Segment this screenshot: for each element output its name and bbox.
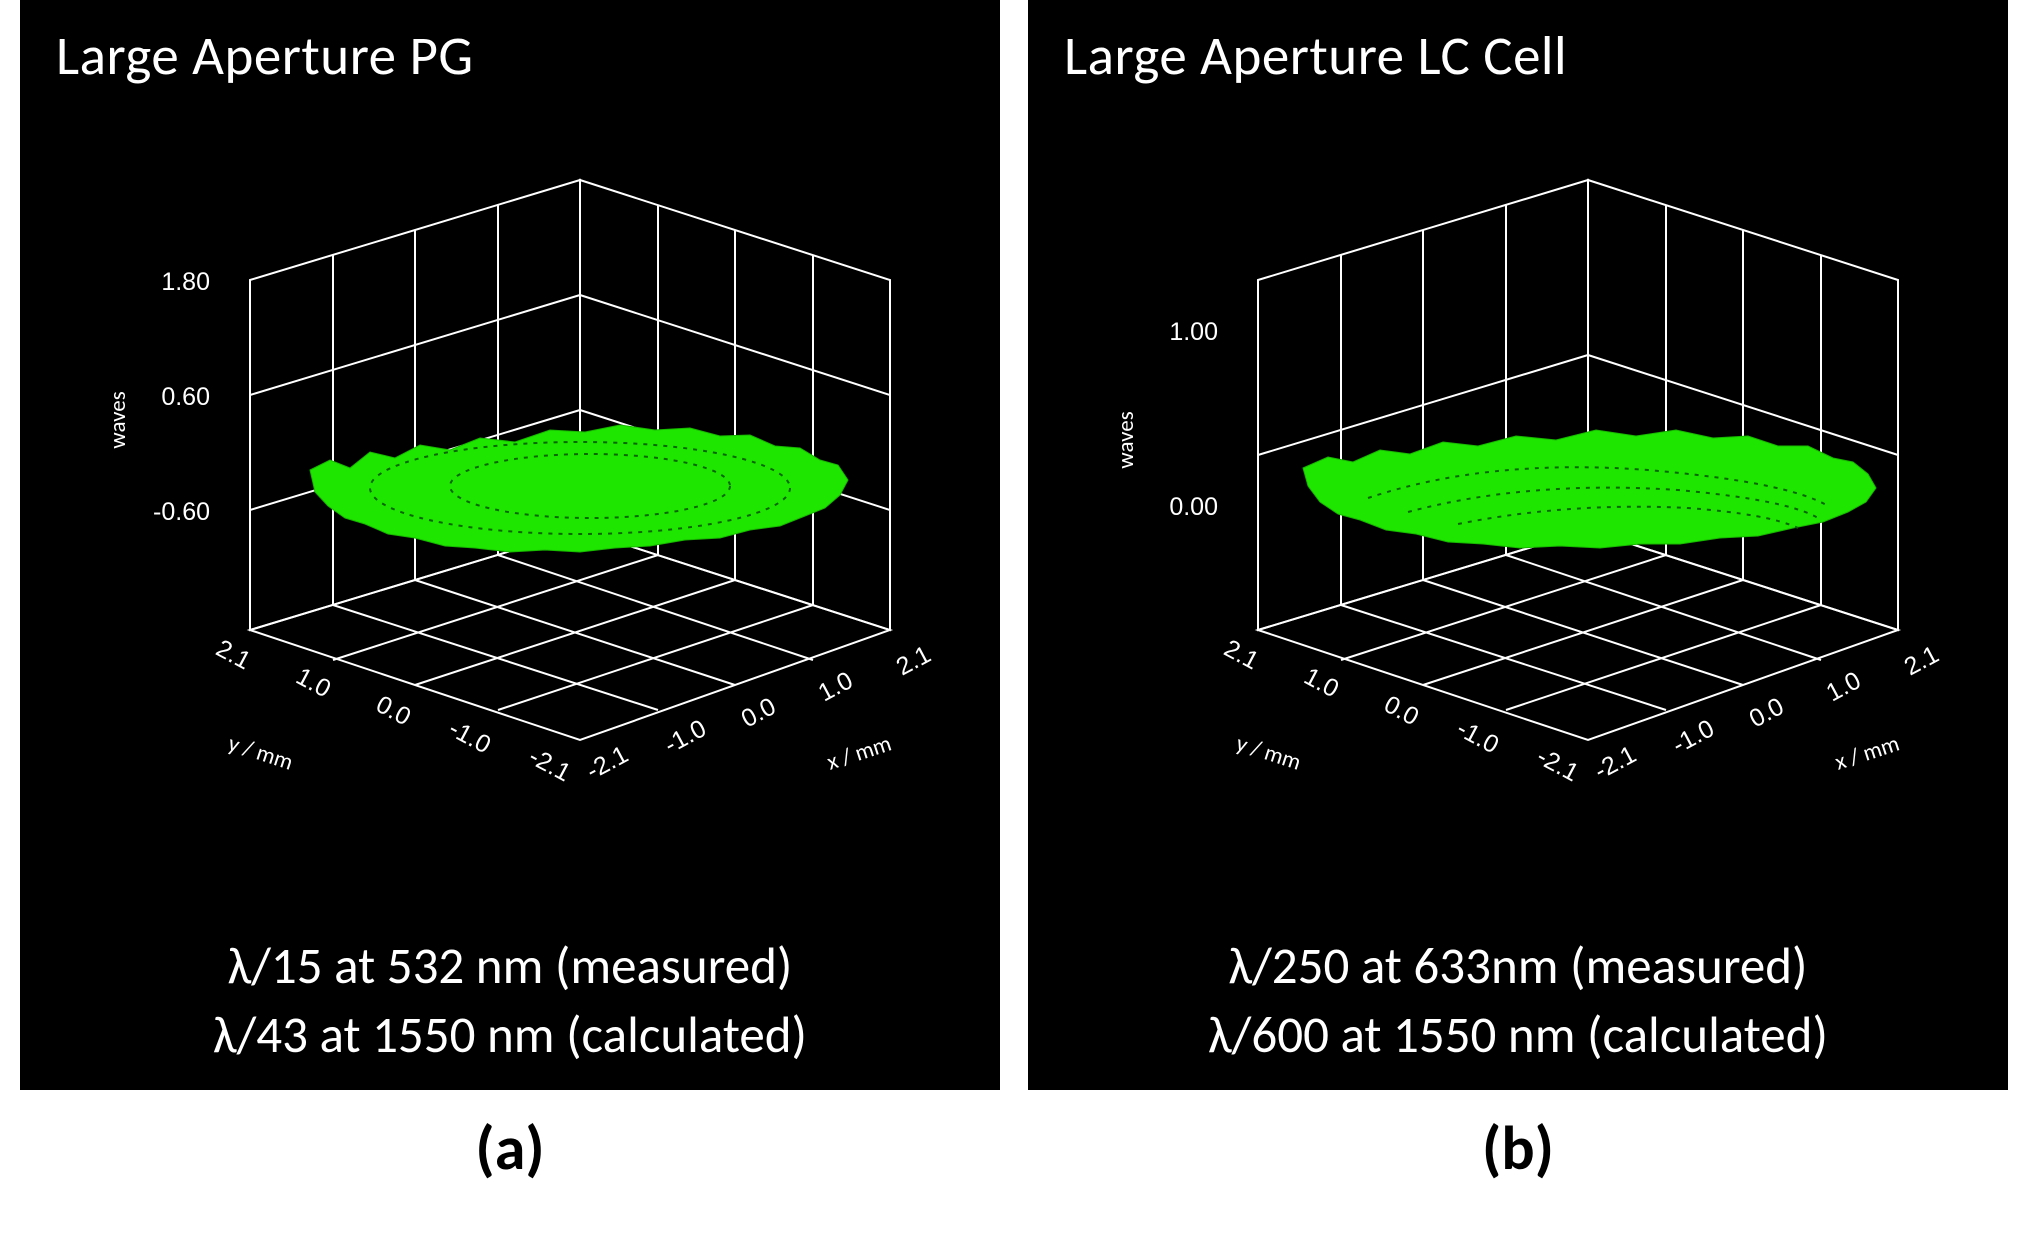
xtick: 0.0 — [1745, 692, 1789, 733]
measured-text: λ/250 at 633nm (measured) — [1028, 932, 2008, 1001]
figure-container: Large Aperture PG — [0, 0, 2028, 1090]
ytick: -1.0 — [444, 714, 495, 759]
ytick: 1.0 — [1299, 662, 1343, 703]
ztick: 0.60 — [161, 383, 210, 411]
calculated-text: λ/600 at 1550 nm (calculated) — [1028, 1001, 2008, 1070]
ytick: 2.1 — [211, 634, 255, 675]
ztick: -0.60 — [153, 498, 210, 526]
measured-text: λ/15 at 532 nm (measured) — [20, 932, 1000, 1001]
z-axis-label: waves — [1112, 411, 1140, 468]
ztick: 1.00 — [1169, 318, 1218, 346]
y-axis-label: y / mm — [1233, 729, 1305, 776]
xtick: 1.0 — [814, 666, 858, 707]
ytick: -1.0 — [1452, 714, 1503, 759]
ytick: 0.0 — [371, 690, 415, 731]
xtick: 2.1 — [892, 640, 936, 681]
xtick: 1.0 — [1822, 666, 1866, 707]
y-axis-label: y / mm — [225, 729, 297, 776]
ytick: -2.1 — [1532, 742, 1583, 787]
panel-a-caption: λ/15 at 532 nm (measured) λ/43 at 1550 n… — [20, 932, 1000, 1070]
panel-b-caption: λ/250 at 633nm (measured) λ/600 at 1550 … — [1028, 932, 2008, 1070]
ytick: -2.1 — [524, 742, 575, 787]
ytick: 2.1 — [1219, 634, 1263, 675]
xtick: 0.0 — [737, 692, 781, 733]
panel-b: Large Aperture LC Cell — [1028, 0, 2008, 1090]
panel-a-plot: 1.80 0.60 -0.60 waves -2.1 -1.0 0.0 1.0 … — [20, 110, 1000, 890]
surface-b — [1303, 430, 1876, 548]
xtick: -2.1 — [582, 740, 633, 785]
ytick: 0.0 — [1379, 690, 1423, 731]
ytick: 1.0 — [291, 662, 335, 703]
panel-a: Large Aperture PG — [20, 0, 1000, 1090]
panel-b-title: Large Aperture LC Cell — [1064, 22, 1567, 89]
x-axis-label: x / mm — [1832, 730, 1903, 777]
panel-b-plot: 1.00 0.00 waves -2.1 -1.0 0.0 1.0 2.1 x … — [1028, 110, 2008, 890]
xtick: -2.1 — [1590, 740, 1641, 785]
subplot-label-b: (b) — [1028, 1110, 2008, 1186]
panel-b-svg: 1.00 0.00 waves -2.1 -1.0 0.0 1.0 2.1 x … — [1028, 110, 2008, 890]
z-axis-label: waves — [104, 391, 132, 448]
surface-a — [310, 425, 848, 552]
x-axis-label: x / mm — [824, 730, 895, 777]
ztick: 0.00 — [1169, 493, 1218, 521]
xtick: -1.0 — [1668, 714, 1719, 759]
calculated-text: λ/43 at 1550 nm (calculated) — [20, 1001, 1000, 1070]
panel-a-title: Large Aperture PG — [56, 22, 474, 89]
panel-a-svg: 1.80 0.60 -0.60 waves -2.1 -1.0 0.0 1.0 … — [20, 110, 1000, 890]
xtick: -1.0 — [660, 714, 711, 759]
xtick: 2.1 — [1900, 640, 1944, 681]
ztick: 1.80 — [161, 268, 210, 296]
subplot-label-a: (a) — [20, 1110, 1000, 1186]
